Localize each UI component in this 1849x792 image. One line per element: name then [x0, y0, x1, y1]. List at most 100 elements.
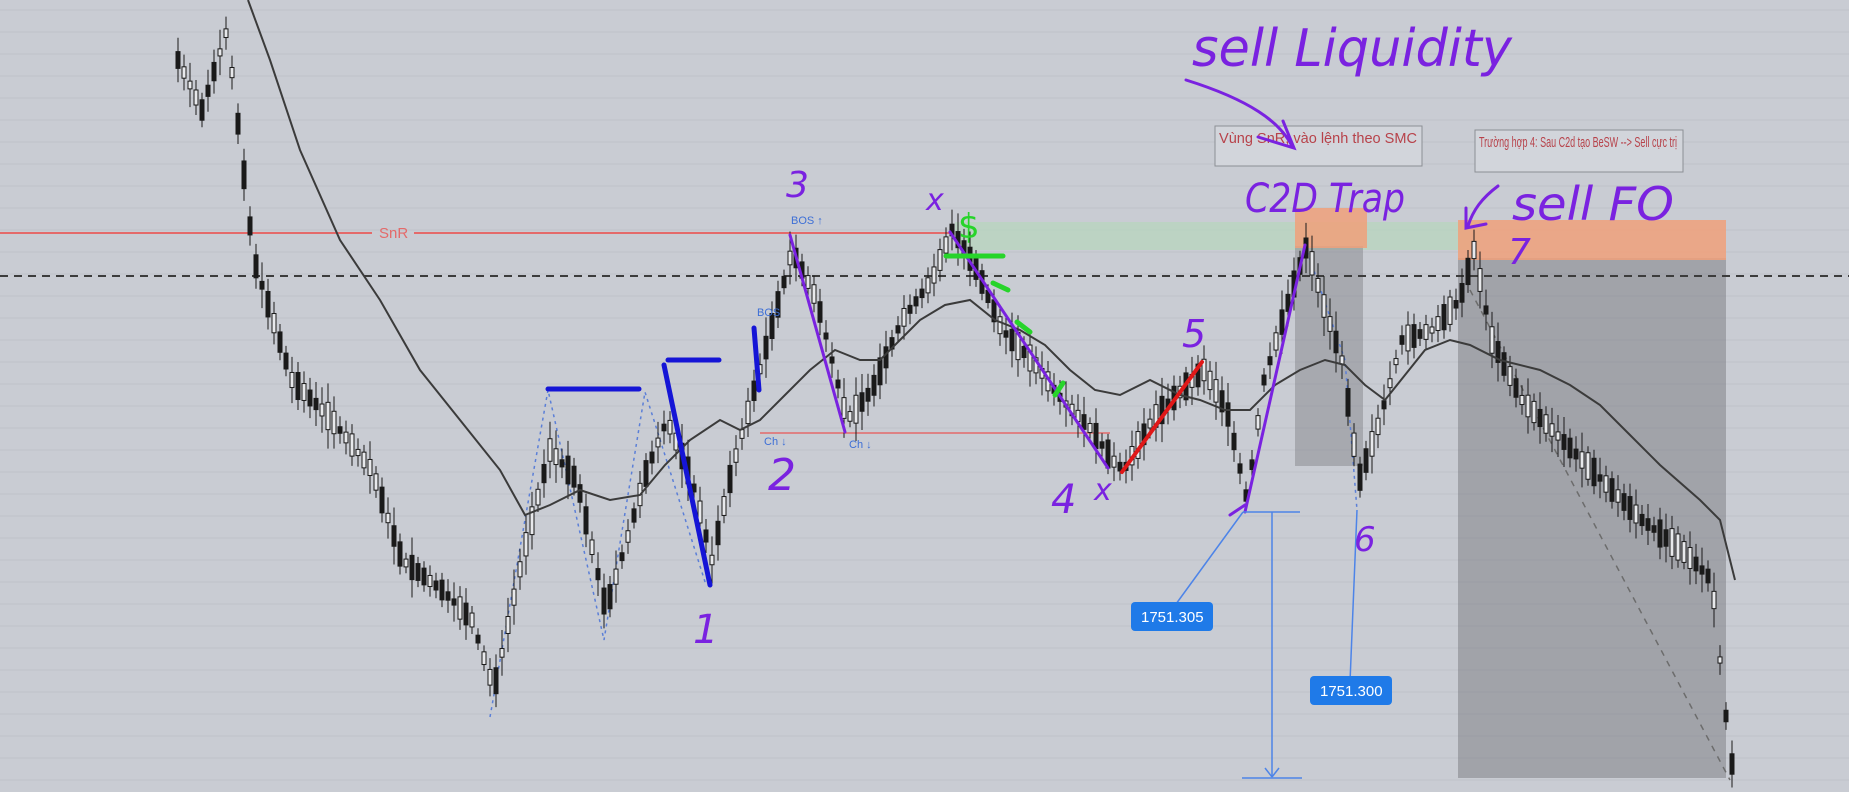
candle-body	[451, 598, 457, 606]
candle-body	[571, 465, 577, 488]
candle-body	[427, 574, 433, 588]
candle-body	[1525, 394, 1531, 418]
candle-body	[187, 80, 193, 90]
candle-body	[1393, 358, 1399, 366]
candle-body	[1501, 352, 1507, 376]
candle-body	[1489, 326, 1495, 354]
candle-body	[1195, 363, 1201, 388]
candle-body	[739, 429, 745, 439]
red-rally-line	[1120, 360, 1204, 474]
candle-body	[943, 236, 949, 254]
candle-body	[661, 423, 667, 432]
candle-body	[1705, 568, 1711, 584]
candle-body	[1351, 432, 1357, 457]
price-tag-2: 1751.300	[1310, 676, 1392, 705]
candle-body	[211, 61, 217, 82]
candle-body	[373, 473, 379, 491]
candle-body	[1519, 394, 1525, 406]
blue-structure-drawings	[545, 325, 762, 588]
sell-liquidity-label: sell Liquidity	[1192, 19, 1513, 79]
candle-body	[1645, 518, 1651, 531]
candle-body	[697, 500, 703, 524]
svg-text:1751.300: 1751.300	[1320, 683, 1383, 700]
candle-body	[319, 403, 325, 417]
candle-body	[1639, 513, 1645, 527]
candle-body	[1615, 489, 1621, 503]
dollar-sign: $	[958, 207, 980, 247]
candle-body	[1099, 441, 1105, 449]
svg-text:Trường hợp 4: Sau C2d tạo BeSW: Trường hợp 4: Sau C2d tạo BeSW --> Sell …	[1479, 134, 1677, 151]
candle-body	[409, 554, 415, 581]
candle-body	[1363, 448, 1369, 473]
svg-text:1751.305: 1751.305	[1141, 609, 1204, 626]
candle-body	[199, 99, 205, 121]
candle-body	[295, 371, 301, 401]
candle-body	[235, 112, 241, 135]
swing-label-6: 6	[1354, 520, 1376, 560]
swing-number-labels: 1 2 3 4 5 6 7	[693, 165, 1531, 653]
price-measure-tool	[1175, 509, 1358, 779]
candle-body	[1561, 434, 1567, 450]
snr-label: SnR	[379, 225, 408, 242]
candle-body	[823, 332, 829, 340]
candle-body	[229, 67, 235, 79]
candle-body	[1549, 423, 1555, 437]
candle-body	[583, 506, 589, 535]
candle-body	[775, 291, 781, 318]
candle-body	[205, 84, 211, 97]
candle-body	[349, 433, 355, 457]
candle-body	[901, 307, 907, 327]
bos-label-1: BOS ↑	[791, 215, 823, 227]
candle-body	[1231, 432, 1237, 451]
candle-body	[1021, 345, 1027, 359]
candle-body	[1729, 753, 1735, 775]
candle-body	[385, 512, 391, 524]
candle-body	[517, 561, 523, 578]
candle-body	[481, 651, 487, 666]
purple-leg-drawings	[788, 230, 1307, 517]
candle-body	[787, 250, 793, 266]
candle-body	[769, 312, 775, 340]
candle-body	[1675, 533, 1681, 561]
candle-body	[283, 352, 289, 370]
swing-label-1: 1	[693, 607, 718, 653]
candle-body	[1339, 355, 1345, 365]
candle-body	[1591, 457, 1597, 487]
candle-body	[301, 383, 307, 401]
candle-body	[1651, 525, 1657, 533]
zone-note-box: Vùng SnR, vào lệnh theo SMC	[1214, 125, 1423, 167]
candle-body	[763, 335, 769, 360]
candle-body	[1081, 414, 1087, 430]
candle-body	[1723, 709, 1729, 723]
candle-body	[325, 401, 331, 431]
candle-body	[313, 397, 319, 411]
gray-dashed-projection	[1469, 289, 1731, 781]
candle-body	[1447, 296, 1453, 325]
candle-body	[217, 48, 223, 57]
candle-body	[439, 579, 445, 601]
candle-body	[835, 379, 841, 389]
candle-body	[649, 451, 655, 464]
candle-body	[1687, 547, 1693, 569]
candle-body	[1093, 422, 1099, 450]
candle-body	[883, 346, 889, 369]
candle-body	[175, 51, 181, 69]
candle-body	[1573, 448, 1579, 460]
candle-body	[1459, 282, 1465, 303]
candle-body	[1483, 305, 1489, 315]
candle-body	[1471, 240, 1477, 260]
candle-body	[271, 313, 277, 334]
candle-body	[643, 460, 649, 487]
candle-body	[1255, 415, 1261, 430]
candle-body	[781, 275, 787, 289]
candle-body	[1315, 277, 1321, 293]
candle-body	[1429, 326, 1435, 334]
candle-body	[1417, 329, 1423, 339]
candle-body	[805, 275, 811, 289]
candle-body	[1555, 431, 1561, 441]
candle-body	[445, 591, 451, 601]
candle-body	[475, 634, 481, 644]
candle-body	[259, 280, 265, 290]
candle-body	[751, 380, 757, 402]
